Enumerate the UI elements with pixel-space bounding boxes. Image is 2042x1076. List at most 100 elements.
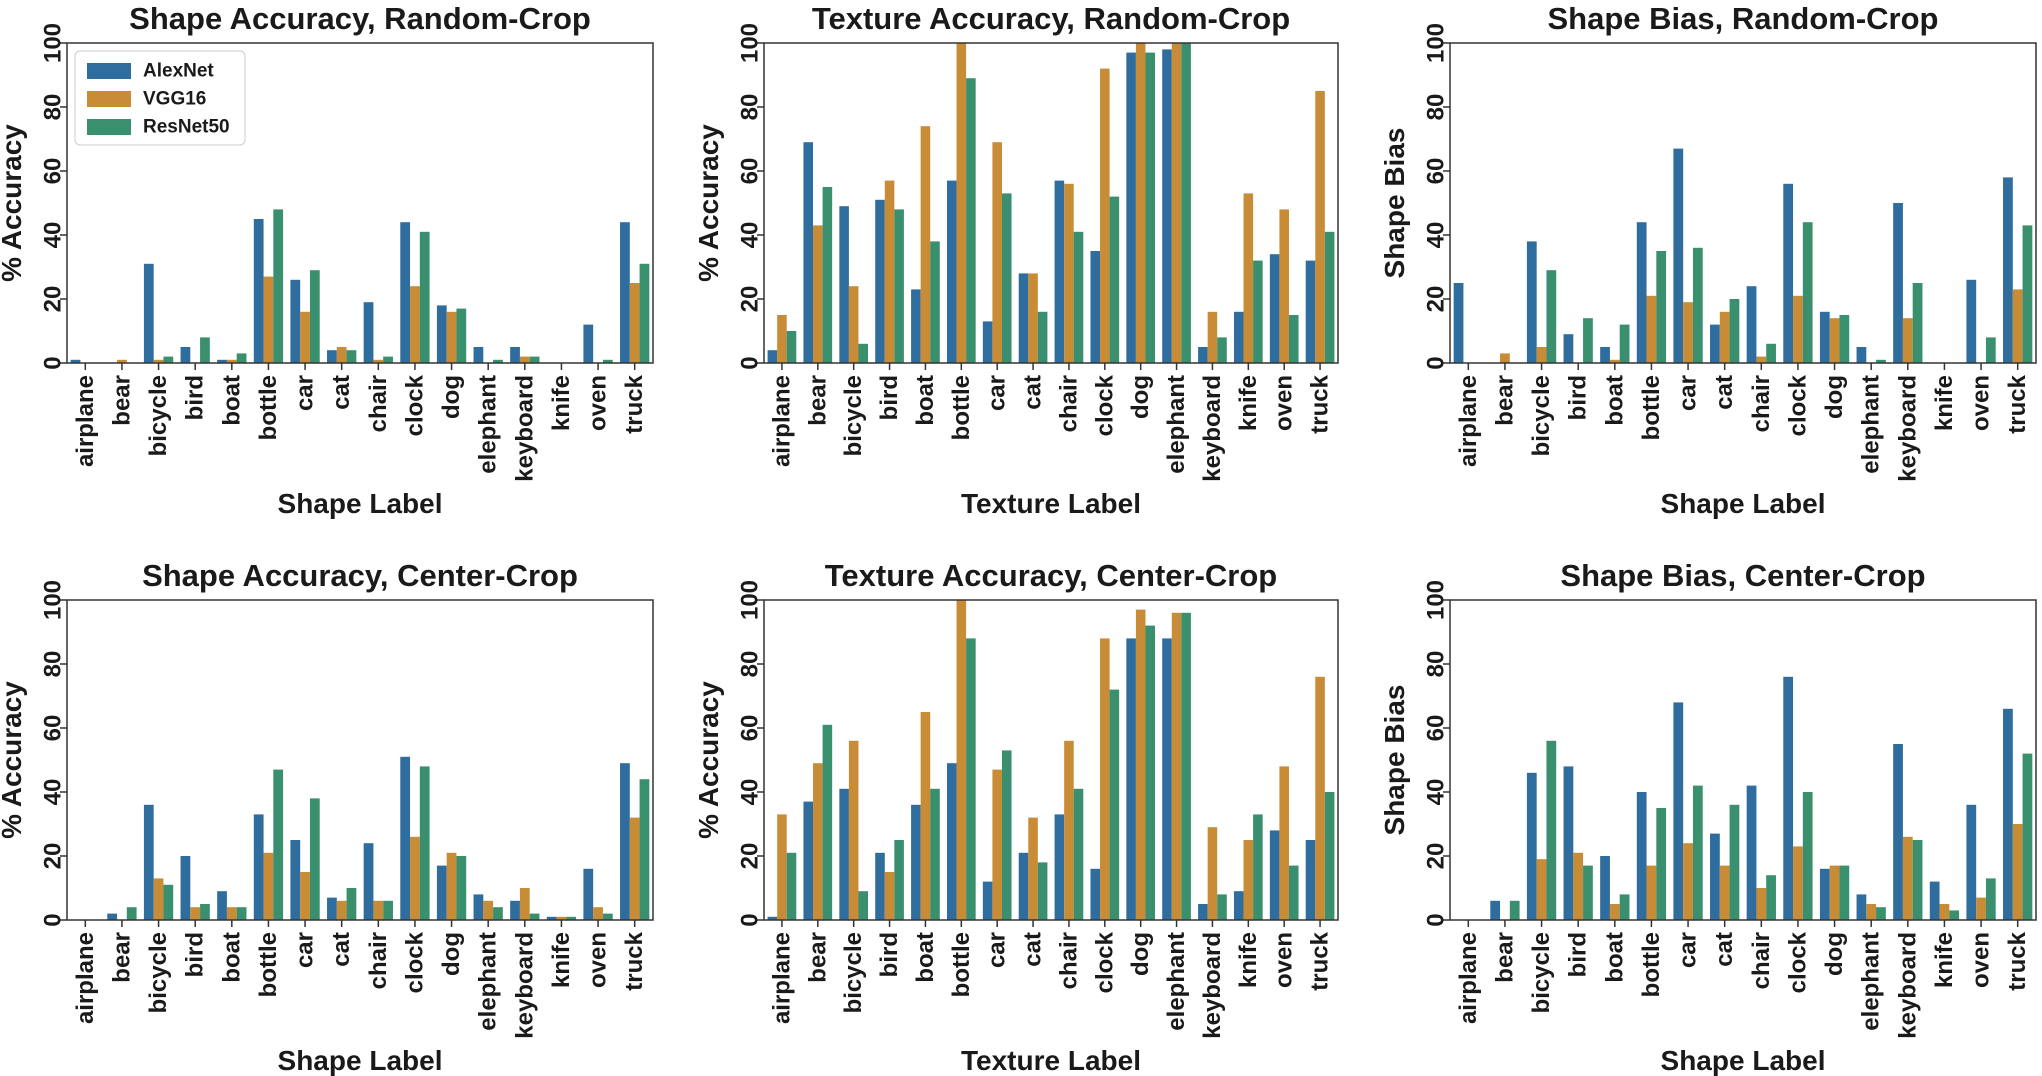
chart-title: Shape Accuracy, Random-Crop	[129, 1, 591, 36]
bar-alexnet-bicycle	[143, 263, 154, 363]
x-tick-label-boat: boat	[1601, 932, 1628, 983]
y-tick-label: 60	[1423, 715, 1450, 742]
bar-vgg16-cat	[336, 347, 347, 363]
x-tick-label-bear: bear	[1491, 375, 1518, 426]
y-tick-label: 100	[737, 580, 764, 620]
bar-vgg16-truck	[629, 283, 640, 363]
bar-resnet50-clock	[419, 766, 430, 920]
x-tick-label-boat: boat	[912, 375, 939, 426]
x-tick-label-bird: bird	[182, 375, 209, 420]
x-tick-label-airplane: airplane	[72, 375, 99, 467]
x-tick-label-bicycle: bicycle	[1528, 375, 1555, 456]
bar-vgg16-car	[992, 769, 1002, 920]
bar-resnet50-keyboard	[1912, 283, 1923, 363]
x-tick-label-car: car	[1675, 932, 1702, 968]
y-tick-label: 60	[40, 715, 67, 742]
legend-swatch-vgg16	[87, 91, 131, 107]
bar-resnet50-dog	[1145, 52, 1156, 363]
y-tick-label: 80	[1423, 651, 1450, 678]
legend-swatch-resnet50	[87, 119, 131, 135]
y-tick-label: 80	[40, 651, 67, 678]
bar-alexnet-dog	[436, 865, 447, 920]
bar-resnet50-clock	[1109, 196, 1120, 363]
y-tick-label: 80	[40, 94, 67, 121]
bar-alexnet-bottle	[1636, 222, 1647, 363]
bar-resnet50-oven	[1985, 878, 1996, 920]
x-tick-label-cat: cat	[1020, 375, 1047, 410]
bar-vgg16-truck	[1315, 676, 1325, 920]
plot-frame	[763, 42, 1339, 364]
x-tick-label-bear: bear	[804, 375, 831, 426]
legend-swatch-alexnet	[87, 63, 131, 79]
bar-resnet50-car	[1001, 750, 1012, 920]
bar-alexnet-bottle	[253, 814, 264, 920]
bar-resnet50-bicycle	[858, 891, 869, 920]
chart-title: Shape Bias, Random-Crop	[1548, 1, 1939, 36]
x-tick-label-car: car	[984, 375, 1011, 411]
bar-vgg16-bottle	[263, 852, 274, 920]
bar-alexnet-elephant	[1856, 894, 1867, 920]
x-tick-label-keyboard: keyboard	[1199, 932, 1226, 1039]
bar-resnet50-bear	[1509, 900, 1520, 920]
bar-alexnet-boat	[1600, 347, 1610, 363]
bar-resnet50-bottle	[273, 209, 284, 363]
x-tick-label-clock: clock	[401, 931, 428, 993]
bar-resnet50-cat	[1729, 804, 1740, 920]
bar-resnet50-chair	[1766, 875, 1776, 920]
bar-vgg16-bird	[884, 180, 895, 363]
bar-resnet50-airplane	[786, 331, 797, 363]
bar-vgg16-bottle	[956, 43, 967, 363]
x-tick-label-bicycle: bicycle	[840, 932, 867, 1013]
bar-resnet50-bear	[822, 187, 833, 363]
bar-alexnet-truck	[1305, 260, 1316, 363]
bar-alexnet-elephant	[1856, 347, 1867, 363]
x-tick-label-boat: boat	[912, 932, 939, 983]
bar-resnet50-knife	[1949, 910, 1960, 920]
bar-alexnet-bicycle	[1526, 241, 1537, 363]
bar-alexnet-airplane	[1453, 283, 1464, 363]
x-tick-label-bottle: bottle	[1638, 932, 1665, 997]
bar-alexnet-keyboard	[510, 347, 520, 363]
bar-alexnet-clock	[400, 756, 411, 920]
x-tick-label-truck: truck	[621, 374, 648, 433]
bar-resnet50-chair	[383, 900, 393, 920]
bar-alexnet-bottle	[946, 180, 957, 363]
x-tick-label-chair: chair	[1748, 932, 1775, 989]
bar-vgg16-bear	[1500, 353, 1510, 363]
bar-alexnet-bird	[1563, 334, 1574, 363]
bar-alexnet-truck	[2003, 708, 2013, 920]
x-tick-label-boat: boat	[218, 375, 245, 426]
bar-vgg16-keyboard	[1902, 318, 1913, 363]
x-tick-label-chair: chair	[365, 932, 392, 989]
x-tick-label-cat: cat	[328, 375, 355, 410]
bar-resnet50-knife	[1253, 260, 1263, 363]
bar-resnet50-truck	[1324, 792, 1335, 920]
x-tick-label-knife: knife	[1931, 375, 1958, 431]
legend-label-alexnet: AlexNet	[143, 61, 214, 82]
plot-frame	[763, 599, 1339, 921]
bar-resnet50-truck	[639, 263, 650, 363]
bar-vgg16-dog	[1135, 609, 1146, 920]
bar-alexnet-cat	[1018, 273, 1029, 363]
bar-vgg16-bird	[190, 907, 201, 920]
bar-vgg16-chair	[373, 900, 384, 920]
y-tick-label: 60	[1423, 158, 1450, 185]
bar-alexnet-chair	[1054, 180, 1065, 363]
bar-alexnet-bicycle	[839, 206, 849, 363]
bar-alexnet-bear	[1490, 900, 1501, 920]
y-tick-label: 100	[1423, 23, 1450, 63]
bar-alexnet-car	[982, 881, 993, 920]
chart-title: Shape Bias, Center-Crop	[1560, 558, 1925, 593]
bar-resnet50-keyboard	[1912, 840, 1923, 920]
bar-resnet50-bottle	[966, 78, 976, 363]
panel-shape-accuracy-center-crop: 0 20 40 60 80 100 airplane bear bicycle bird boat b…	[0, 558, 654, 1076]
bar-alexnet-car	[290, 279, 301, 363]
bar-resnet50-car	[309, 798, 320, 920]
bar-resnet50-bottle	[966, 638, 976, 920]
y-tick-label: 100	[40, 23, 67, 63]
bar-vgg16-cat	[1028, 273, 1038, 363]
bar-alexnet-bear	[803, 142, 814, 363]
bar-resnet50-car	[1001, 193, 1012, 363]
bar-resnet50-dog	[1839, 315, 1850, 363]
bar-vgg16-boat	[920, 126, 931, 363]
